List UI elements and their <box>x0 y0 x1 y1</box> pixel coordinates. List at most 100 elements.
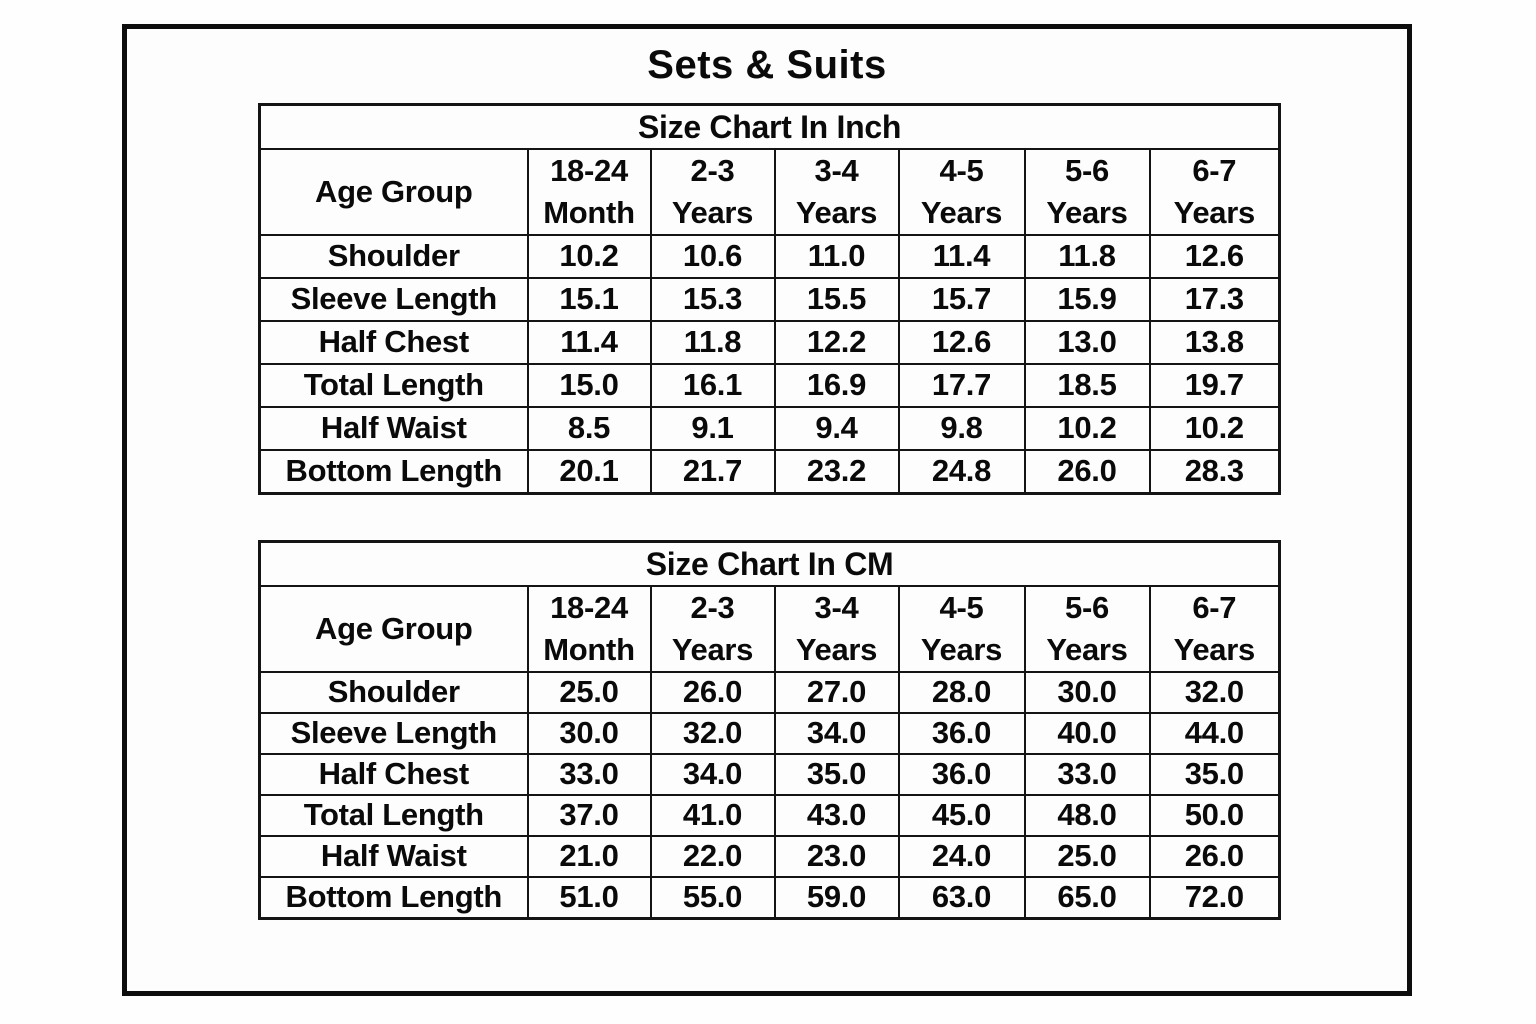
cell-value: 36.0 <box>897 711 1026 755</box>
cell-value: 63.0 <box>897 875 1026 920</box>
cell-value: 30.0 <box>1023 670 1151 714</box>
table-row-shoulder: Shoulder 10.2 10.6 11.0 11.4 11.8 12.6 <box>258 233 1281 279</box>
column-header-4-5-years: 4-5 Years <box>897 585 1026 673</box>
cell-value: 11.8 <box>649 319 776 365</box>
cell-value: 15.9 <box>1023 276 1151 322</box>
column-header-2-3-years: 2-3 Years <box>649 148 776 236</box>
cell-value: 12.6 <box>1148 233 1281 279</box>
age-group-header: Age Group <box>258 148 529 236</box>
column-header-6-7-years: 6-7 Years <box>1148 148 1281 236</box>
column-header-5-6-years: 5-6 Years <box>1023 148 1151 236</box>
row-label: Half Chest <box>258 319 529 365</box>
column-header-18-24-month: 18-24 Month <box>526 585 652 673</box>
cell-value: 35.0 <box>1148 752 1281 796</box>
column-header-18-24-month: 18-24 Month <box>526 148 652 236</box>
cell-value: 27.0 <box>773 670 900 714</box>
column-header-6-7-years: 6-7 Years <box>1148 585 1281 673</box>
table-row-sleeve-length: Sleeve Length 15.1 15.3 15.5 15.7 15.9 1… <box>258 276 1281 322</box>
cell-value: 21.7 <box>649 448 776 495</box>
column-header-3-4-years: 3-4 Years <box>773 148 900 236</box>
table-title-row: Size Chart In Inch <box>258 103 1281 150</box>
cell-value: 41.0 <box>649 793 776 837</box>
cell-value: 32.0 <box>1148 670 1281 714</box>
cell-value: 15.1 <box>526 276 652 322</box>
cell-value: 17.3 <box>1148 276 1281 322</box>
cell-value: 26.0 <box>1148 834 1281 878</box>
row-label: Half Chest <box>258 752 529 796</box>
cell-value: 59.0 <box>773 875 900 920</box>
cell-value: 23.0 <box>773 834 900 878</box>
table-title: Size Chart In CM <box>258 540 1281 587</box>
cell-value: 15.0 <box>526 362 652 408</box>
cell-value: 11.4 <box>897 233 1026 279</box>
cell-value: 17.7 <box>897 362 1026 408</box>
table-row-total-length: Total Length 15.0 16.1 16.9 17.7 18.5 19… <box>258 362 1281 408</box>
cell-value: 16.1 <box>649 362 776 408</box>
size-chart-cm-table: Size Chart In CM Age Group 18-24 Month 2… <box>258 540 1282 920</box>
row-label: Bottom Length <box>258 448 529 495</box>
cell-value: 65.0 <box>1023 875 1151 920</box>
cell-value: 51.0 <box>526 875 652 920</box>
cell-value: 26.0 <box>649 670 776 714</box>
cell-value: 44.0 <box>1148 711 1281 755</box>
row-label: Shoulder <box>258 670 529 714</box>
row-label: Sleeve Length <box>258 711 529 755</box>
table-row-bottom-length: Bottom Length 51.0 55.0 59.0 63.0 65.0 7… <box>258 875 1281 920</box>
cell-value: 10.2 <box>526 233 652 279</box>
outer-frame: Sets & Suits Size Chart In Inch Age Grou… <box>122 24 1412 996</box>
table-title-row: Size Chart In CM <box>258 540 1281 587</box>
cell-value: 15.7 <box>897 276 1026 322</box>
cell-value: 22.0 <box>649 834 776 878</box>
cell-value: 12.6 <box>897 319 1026 365</box>
column-header-2-3-years: 2-3 Years <box>649 585 776 673</box>
cell-value: 72.0 <box>1148 875 1281 920</box>
cell-value: 32.0 <box>649 711 776 755</box>
cell-value: 20.1 <box>526 448 652 495</box>
cell-value: 9.1 <box>649 405 776 451</box>
cell-value: 55.0 <box>649 875 776 920</box>
cell-value: 19.7 <box>1148 362 1281 408</box>
cell-value: 30.0 <box>526 711 652 755</box>
cell-value: 11.8 <box>1023 233 1151 279</box>
size-chart-inch-table: Size Chart In Inch Age Group 18-24 Month… <box>258 103 1282 495</box>
table-row-half-chest: Half Chest 11.4 11.8 12.2 12.6 13.0 13.8 <box>258 319 1281 365</box>
cell-value: 15.5 <box>773 276 900 322</box>
row-label: Total Length <box>258 362 529 408</box>
cell-value: 12.2 <box>773 319 900 365</box>
row-label: Sleeve Length <box>258 276 529 322</box>
cell-value: 8.5 <box>526 405 652 451</box>
cell-value: 45.0 <box>897 793 1026 837</box>
row-label: Total Length <box>258 793 529 837</box>
table-row-shoulder: Shoulder 25.0 26.0 27.0 28.0 30.0 32.0 <box>258 670 1281 714</box>
cell-value: 25.0 <box>1023 834 1151 878</box>
cell-value: 34.0 <box>649 752 776 796</box>
cell-value: 43.0 <box>773 793 900 837</box>
column-header-3-4-years: 3-4 Years <box>773 585 900 673</box>
cell-value: 24.8 <box>897 448 1026 495</box>
cell-value: 37.0 <box>526 793 652 837</box>
cell-value: 50.0 <box>1148 793 1281 837</box>
cell-value: 11.0 <box>773 233 900 279</box>
table-row-half-chest: Half Chest 33.0 34.0 35.0 36.0 33.0 35.0 <box>258 752 1281 796</box>
cell-value: 10.2 <box>1023 405 1151 451</box>
cell-value: 21.0 <box>526 834 652 878</box>
cell-value: 11.4 <box>526 319 652 365</box>
cell-value: 10.2 <box>1148 405 1281 451</box>
cell-value: 48.0 <box>1023 793 1151 837</box>
cell-value: 10.6 <box>649 233 776 279</box>
cell-value: 28.0 <box>897 670 1026 714</box>
cell-value: 33.0 <box>526 752 652 796</box>
cell-value: 25.0 <box>526 670 652 714</box>
cell-value: 18.5 <box>1023 362 1151 408</box>
cell-value: 26.0 <box>1023 448 1151 495</box>
cell-value: 35.0 <box>773 752 900 796</box>
table-row-half-waist: Half Waist 8.5 9.1 9.4 9.8 10.2 10.2 <box>258 405 1281 451</box>
row-label: Half Waist <box>258 834 529 878</box>
row-label: Bottom Length <box>258 875 529 920</box>
cell-value: 40.0 <box>1023 711 1151 755</box>
cell-value: 24.0 <box>897 834 1026 878</box>
row-label: Shoulder <box>258 233 529 279</box>
cell-value: 9.8 <box>897 405 1026 451</box>
table-title: Size Chart In Inch <box>258 103 1281 150</box>
cell-value: 36.0 <box>897 752 1026 796</box>
